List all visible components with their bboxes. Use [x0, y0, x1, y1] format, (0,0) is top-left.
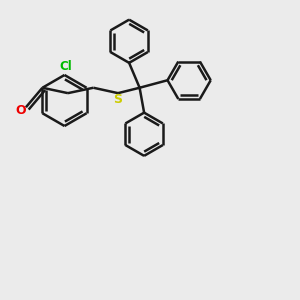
Text: Cl: Cl [60, 60, 72, 73]
Text: S: S [113, 93, 122, 106]
Text: O: O [15, 104, 26, 117]
